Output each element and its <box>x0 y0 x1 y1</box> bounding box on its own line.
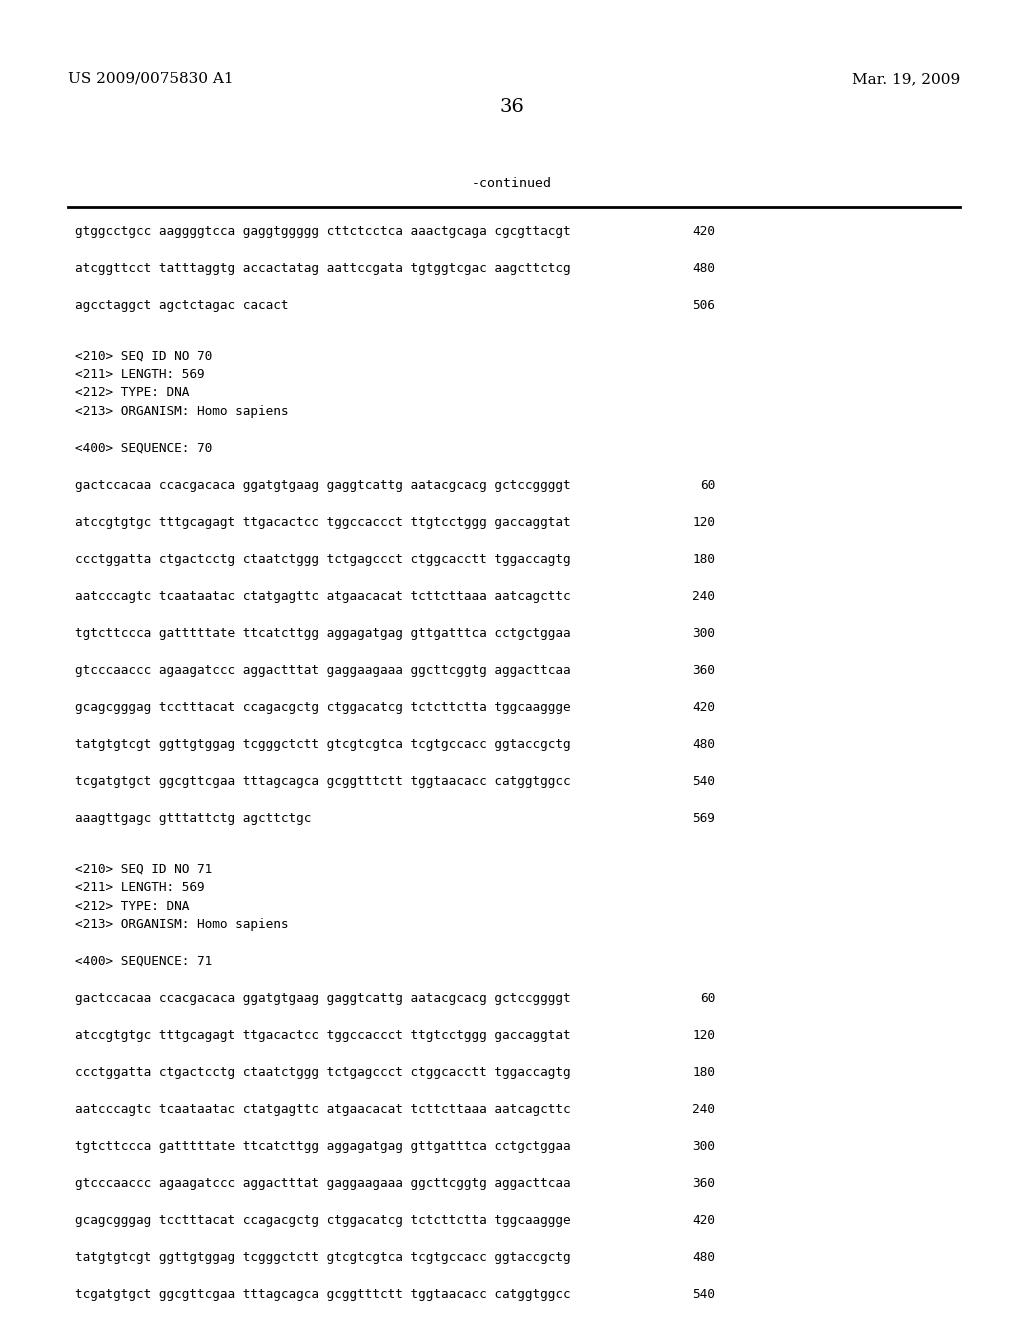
Text: 360: 360 <box>692 664 715 677</box>
Text: 36: 36 <box>500 98 524 116</box>
Text: -continued: -continued <box>472 177 552 190</box>
Text: gtcccaaccc agaagatccc aggactttat gaggaagaaa ggcttcggtg aggacttcaa: gtcccaaccc agaagatccc aggactttat gaggaag… <box>75 664 570 677</box>
Text: 180: 180 <box>692 553 715 566</box>
Text: 180: 180 <box>692 1067 715 1078</box>
Text: tcgatgtgct ggcgttcgaa tttagcagca gcggtttctt tggtaacacc catggtggcc: tcgatgtgct ggcgttcgaa tttagcagca gcggttt… <box>75 1288 570 1302</box>
Text: ccctggatta ctgactcctg ctaatctggg tctgagccct ctggcacctt tggaccagtg: ccctggatta ctgactcctg ctaatctggg tctgagc… <box>75 1067 570 1078</box>
Text: gcagcgggag tcctttacat ccagacgctg ctggacatcg tctcttctta tggcaaggge: gcagcgggag tcctttacat ccagacgctg ctggaca… <box>75 1214 570 1228</box>
Text: <213> ORGANISM: Homo sapiens: <213> ORGANISM: Homo sapiens <box>75 917 289 931</box>
Text: 240: 240 <box>692 590 715 603</box>
Text: <211> LENGTH: 569: <211> LENGTH: 569 <box>75 880 205 894</box>
Text: 506: 506 <box>692 300 715 312</box>
Text: tatgtgtcgt ggttgtggag tcgggctctt gtcgtcgtca tcgtgccacc ggtaccgctg: tatgtgtcgt ggttgtggag tcgggctctt gtcgtcg… <box>75 738 570 751</box>
Text: atcggttcct tatttaggtg accactatag aattccgata tgtggtcgac aagcttctcg: atcggttcct tatttaggtg accactatag aattccg… <box>75 261 570 275</box>
Text: gcagcgggag tcctttacat ccagacgctg ctggacatcg tctcttctta tggcaaggge: gcagcgggag tcctttacat ccagacgctg ctggaca… <box>75 701 570 714</box>
Text: 420: 420 <box>692 701 715 714</box>
Text: 569: 569 <box>692 812 715 825</box>
Text: <212> TYPE: DNA: <212> TYPE: DNA <box>75 387 189 400</box>
Text: 300: 300 <box>692 1140 715 1152</box>
Text: <211> LENGTH: 569: <211> LENGTH: 569 <box>75 368 205 381</box>
Text: agcctaggct agctctagac cacact: agcctaggct agctctagac cacact <box>75 300 289 312</box>
Text: 540: 540 <box>692 775 715 788</box>
Text: <400> SEQUENCE: 71: <400> SEQUENCE: 71 <box>75 954 212 968</box>
Text: <210> SEQ ID NO 70: <210> SEQ ID NO 70 <box>75 350 212 363</box>
Text: tatgtgtcgt ggttgtggag tcgggctctt gtcgtcgtca tcgtgccacc ggtaccgctg: tatgtgtcgt ggttgtggag tcgggctctt gtcgtcg… <box>75 1251 570 1265</box>
Text: tcgatgtgct ggcgttcgaa tttagcagca gcggtttctt tggtaacacc catggtggcc: tcgatgtgct ggcgttcgaa tttagcagca gcggttt… <box>75 775 570 788</box>
Text: Mar. 19, 2009: Mar. 19, 2009 <box>852 73 961 86</box>
Text: 60: 60 <box>699 479 715 492</box>
Text: 480: 480 <box>692 261 715 275</box>
Text: 420: 420 <box>692 1214 715 1228</box>
Text: <213> ORGANISM: Homo sapiens: <213> ORGANISM: Homo sapiens <box>75 405 289 418</box>
Text: atccgtgtgc tttgcagagt ttgacactcc tggccaccct ttgtcctggg gaccaggtat: atccgtgtgc tttgcagagt ttgacactcc tggccac… <box>75 1030 570 1041</box>
Text: 120: 120 <box>692 1030 715 1041</box>
Text: 420: 420 <box>692 224 715 238</box>
Text: gactccacaa ccacgacaca ggatgtgaag gaggtcattg aatacgcacg gctccggggt: gactccacaa ccacgacaca ggatgtgaag gaggtca… <box>75 993 570 1005</box>
Text: aatcccagtc tcaataatac ctatgagttc atgaacacat tcttcttaaa aatcagcttc: aatcccagtc tcaataatac ctatgagttc atgaaca… <box>75 1104 570 1115</box>
Text: 120: 120 <box>692 516 715 529</box>
Text: 360: 360 <box>692 1177 715 1191</box>
Text: gactccacaa ccacgacaca ggatgtgaag gaggtcattg aatacgcacg gctccggggt: gactccacaa ccacgacaca ggatgtgaag gaggtca… <box>75 479 570 492</box>
Text: ccctggatta ctgactcctg ctaatctggg tctgagccct ctggcacctt tggaccagtg: ccctggatta ctgactcctg ctaatctggg tctgagc… <box>75 553 570 566</box>
Text: 60: 60 <box>699 993 715 1005</box>
Text: atccgtgtgc tttgcagagt ttgacactcc tggccaccct ttgtcctggg gaccaggtat: atccgtgtgc tttgcagagt ttgacactcc tggccac… <box>75 516 570 529</box>
Text: gtcccaaccc agaagatccc aggactttat gaggaagaaa ggcttcggtg aggacttcaa: gtcccaaccc agaagatccc aggactttat gaggaag… <box>75 1177 570 1191</box>
Text: tgtcttccca gatttttate ttcatcttgg aggagatgag gttgatttca cctgctggaa: tgtcttccca gatttttate ttcatcttgg aggagat… <box>75 1140 570 1152</box>
Text: aatcccagtc tcaataatac ctatgagttc atgaacacat tcttcttaaa aatcagcttc: aatcccagtc tcaataatac ctatgagttc atgaaca… <box>75 590 570 603</box>
Text: US 2009/0075830 A1: US 2009/0075830 A1 <box>68 73 233 86</box>
Text: <212> TYPE: DNA: <212> TYPE: DNA <box>75 899 189 912</box>
Text: 480: 480 <box>692 738 715 751</box>
Text: <400> SEQUENCE: 70: <400> SEQUENCE: 70 <box>75 442 212 455</box>
Text: 300: 300 <box>692 627 715 640</box>
Text: 240: 240 <box>692 1104 715 1115</box>
Text: <210> SEQ ID NO 71: <210> SEQ ID NO 71 <box>75 862 212 875</box>
Text: aaagttgagc gtttattctg agcttctgc: aaagttgagc gtttattctg agcttctgc <box>75 812 311 825</box>
Text: gtggcctgcc aaggggtcca gaggtggggg cttctcctca aaactgcaga cgcgttacgt: gtggcctgcc aaggggtcca gaggtggggg cttctcc… <box>75 224 570 238</box>
Text: tgtcttccca gatttttate ttcatcttgg aggagatgag gttgatttca cctgctggaa: tgtcttccca gatttttate ttcatcttgg aggagat… <box>75 627 570 640</box>
Text: 480: 480 <box>692 1251 715 1265</box>
Text: 540: 540 <box>692 1288 715 1302</box>
